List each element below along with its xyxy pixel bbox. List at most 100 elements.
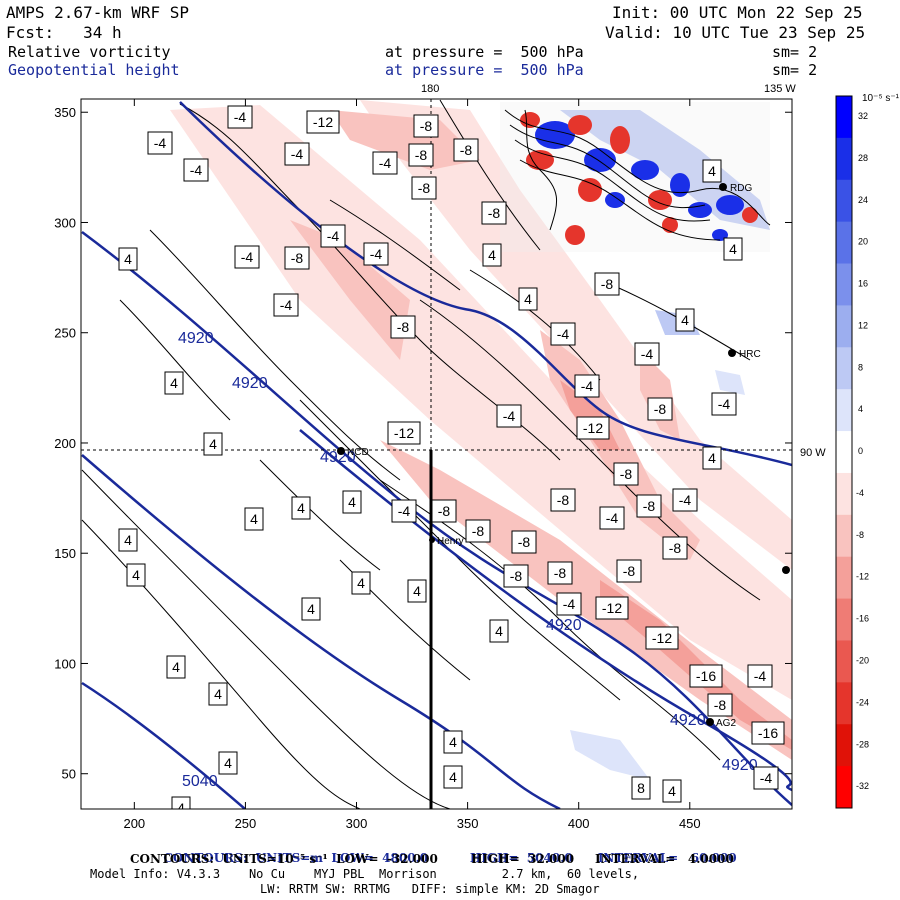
plot-frame	[80, 98, 793, 810]
vorticity-label-box	[171, 796, 191, 809]
vorticity-label: -8	[620, 466, 633, 482]
vorticity-label: -16	[758, 725, 778, 741]
colorbar-swatch	[836, 598, 852, 641]
vorticity-label: -8	[291, 250, 304, 266]
height-label: 4920	[320, 449, 356, 466]
vorticity-label: -8	[460, 142, 473, 158]
vorticity-label-box	[707, 693, 733, 717]
vorticity-positive-patch	[570, 730, 650, 780]
y-tick-label: 300	[54, 215, 76, 230]
vorticity-label: 4	[449, 769, 457, 785]
vorticity-band-strong	[330, 110, 480, 170]
valid-time: Valid: 10 UTC Tue 23 Sep 25	[605, 23, 866, 42]
vorticity-label-box	[351, 571, 371, 595]
vorticity-label: -12	[394, 425, 414, 441]
vorticity-label-box	[126, 563, 146, 587]
forecast-hour: Fcst: 34 h	[6, 23, 122, 42]
vorticity-label: -16	[696, 668, 716, 684]
vorticity-label: 4	[708, 450, 716, 466]
terrain-vorticity-cluster	[500, 102, 771, 252]
vorticity-label: 4	[250, 511, 258, 527]
x-tick-label: 400	[568, 816, 590, 831]
vorticity-label: -4	[291, 146, 304, 162]
vorticity-label-box	[599, 506, 625, 530]
vorticity-label-box	[518, 287, 538, 311]
colorbar-label: 24	[858, 195, 868, 205]
vorticity-label-box	[443, 765, 463, 789]
vorticity-label-box	[645, 626, 679, 650]
vorticity-label: -4	[370, 246, 383, 262]
vorticity-label-box	[613, 462, 639, 486]
vorticity-band-light	[360, 100, 792, 570]
colorbar-swatch	[836, 724, 852, 767]
vorticity-label-box	[411, 176, 437, 200]
vorticity-label: 4	[449, 734, 457, 750]
vorticity-label-box	[631, 776, 651, 800]
colorbar-label: -28	[856, 739, 869, 749]
colorbar-label: 4	[858, 404, 863, 414]
footer-height-info: CONTOURS: UNITS=m LOW= 4800.0 HIGH= 5040…	[155, 837, 737, 865]
vorticity-label-box	[234, 245, 260, 269]
vorticity-label-box	[675, 308, 695, 332]
vorticity-label: -4	[234, 109, 247, 125]
vorticity-label-box	[342, 490, 362, 514]
vorticity-label-box	[702, 159, 722, 183]
vorticity-label: -4	[563, 596, 576, 612]
vorticity-label: -8	[472, 523, 485, 539]
vorticity-label: 4	[307, 601, 315, 617]
map-plot-area: 4920 4920 4920 4920 4920 4920 5040 -4 -12…	[81, 99, 792, 809]
vorticity-label: 4	[348, 494, 356, 510]
x-axis: 200 250 300 350 400 450	[123, 99, 701, 831]
footer-units: UNITS=m	[255, 851, 324, 865]
vorticity-label: -4	[379, 155, 392, 171]
vorticity-label-box	[164, 371, 184, 395]
vorticity-label: -8	[557, 492, 570, 508]
meridian-135w-label: 135 W	[764, 83, 796, 95]
colorbar-swatch	[836, 472, 852, 516]
vorticity-label-box	[244, 507, 264, 531]
vorticity-label: -8	[510, 568, 523, 584]
colorbar-swatch	[836, 514, 852, 558]
vorticity-label: 4	[524, 291, 532, 307]
y-tick-label: 100	[54, 656, 76, 671]
vorticity-label-box	[413, 114, 439, 138]
vorticity-label: 4	[297, 500, 305, 516]
height-label: 4920	[232, 375, 268, 392]
vorticity-label: -12	[313, 114, 333, 130]
vorticity-label-box	[284, 246, 310, 270]
vorticity-label-box	[647, 397, 673, 421]
x-tick-label: 350	[457, 816, 479, 831]
colorbar-unit: 10⁻⁵ s⁻¹	[862, 93, 900, 104]
footer-contours-label: CONTOURS:	[163, 851, 248, 865]
vorticity-labels-negative: -4 -12 -8-4-4 -8 -8-4-8-4-8-4-4-4 -8-8-4-4-8-…	[147, 105, 785, 790]
vorticity-label: -8	[518, 534, 531, 550]
vorticity-label: 4	[729, 241, 737, 257]
vorticity-label-box	[481, 201, 507, 225]
colorbar-label: 16	[858, 279, 868, 289]
vorticity-label-box	[636, 494, 662, 518]
vorticity-label: -4	[641, 346, 654, 362]
vorticity-label: -4	[606, 510, 619, 526]
vorticity-label: 4	[668, 783, 676, 799]
vorticity-label: -8	[643, 498, 656, 514]
vorticity-label: -12	[652, 630, 672, 646]
field1-name: Relative vorticity	[8, 43, 171, 61]
vorticity-label: 4	[124, 251, 132, 267]
vorticity-label-box	[689, 664, 723, 688]
y-tick-label: 350	[54, 105, 76, 120]
vorticity-label: -4	[154, 135, 167, 151]
vorticity-label: 4	[357, 575, 365, 591]
vorticity-label: 8	[637, 780, 645, 796]
station-label: AG2	[716, 718, 736, 729]
colorbar-swatch	[836, 682, 852, 725]
vorticity-label: -4	[280, 297, 293, 313]
footer-interval: INTERVAL= 60.000	[597, 851, 737, 865]
vorticity-label: -8	[601, 276, 614, 292]
vorticity-label: -4	[718, 396, 731, 412]
init-time: Init: 00 UTC Mon 22 Sep 25	[612, 3, 863, 22]
height-label: 4920	[722, 757, 758, 774]
vorticity-label-box	[465, 519, 491, 543]
field2-smoothing: sm= 2	[772, 61, 818, 79]
vorticity-label-box	[218, 751, 238, 775]
vorticity-label-box	[183, 158, 209, 182]
